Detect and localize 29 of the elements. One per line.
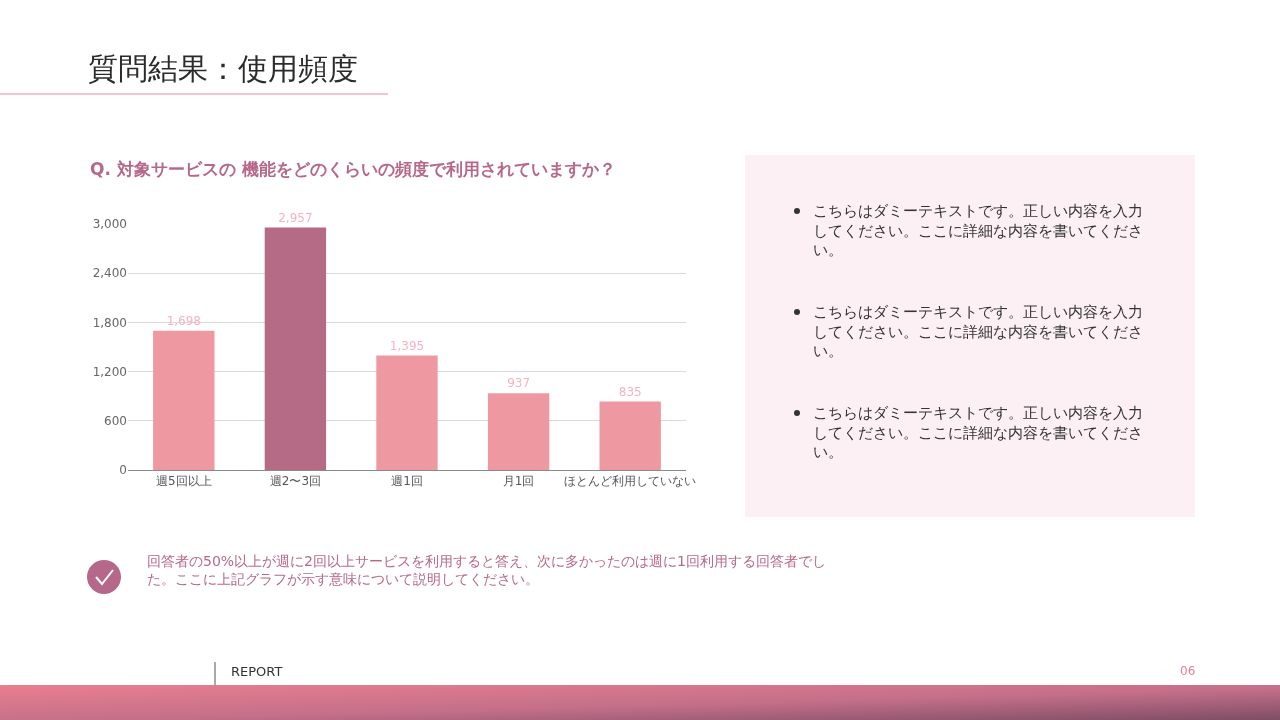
- text: こちらはダミーテキストです。正しい内容を入力してください。ここに詳細な内容を書いてください。: [813, 202, 1143, 259]
- text: こちらはダミーテキストです。正しい内容を入力してください。ここに詳細な内容を書いてください。: [813, 404, 1143, 461]
- x-tick-label: 週1回: [391, 474, 423, 489]
- y-tick-label: 0: [119, 463, 127, 478]
- text: 06: [1180, 664, 1196, 678]
- x-tick-label: 週2〜3回: [269, 474, 322, 489]
- chart-title: 質問結果：使用頻度: [88, 50, 358, 86]
- text: こちらはダミーテキストです。正しい内容を入力してください。ここに詳細な内容を書いてください。: [813, 303, 1143, 360]
- bar: [487, 393, 550, 470]
- data-label: 1,395: [389, 338, 425, 353]
- data-label: 835: [618, 384, 642, 399]
- chart-subtitle: Q. 対象サービスの 機能をどのくらいの頻度で利用されていますか？: [90, 159, 616, 179]
- text: REPORT: [231, 664, 283, 679]
- y-tick-label: 3,000: [92, 217, 127, 232]
- bar: [599, 401, 661, 470]
- bar: [264, 227, 327, 470]
- bar: [153, 330, 215, 470]
- x-tick-label: 月1回: [502, 474, 535, 489]
- y-tick-label: 1,200: [92, 364, 127, 379]
- y-tick-label: 2,400: [92, 266, 127, 281]
- text: 回答者の50%以上が週に2回以上サービスを利用すると答え、次に多かったのは週に1回利用する回答者でした。ここに上記グラフが示す意味について説明してください。: [147, 553, 826, 588]
- y-tick-label: 1,800: [92, 315, 127, 330]
- x-tick-label: ほとんど利用していない: [564, 474, 697, 489]
- bar: [376, 355, 438, 470]
- x-tick-label: 週5回以上: [155, 474, 212, 489]
- y-tick-label: 600: [104, 414, 127, 428]
- data-label: 937: [507, 376, 531, 391]
- data-label: 1,698: [166, 313, 201, 328]
- data-label: 2,957: [278, 210, 313, 225]
